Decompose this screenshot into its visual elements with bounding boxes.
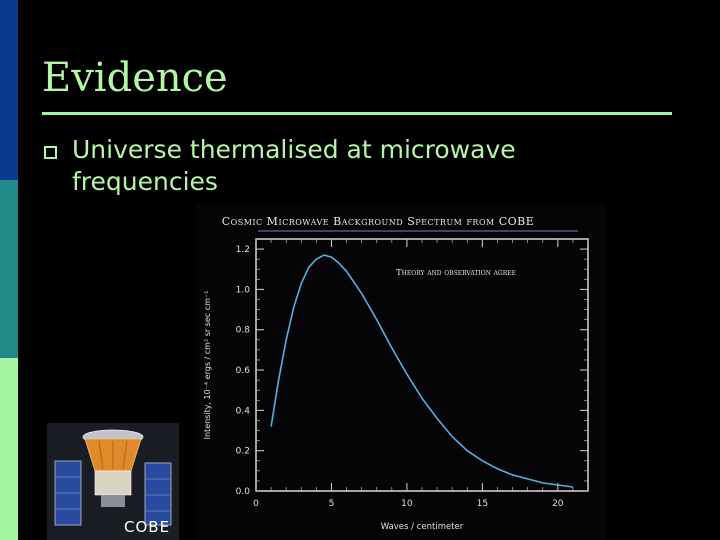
x-tick-label: 10 (401, 499, 413, 509)
solar-panel-right (144, 462, 172, 526)
cmb-spectrum-chart: Cosmic Microwave Background Spectrum fro… (196, 203, 606, 540)
decorative-stripe-top (0, 0, 18, 180)
decorative-stripe-bottom (0, 358, 18, 540)
x-axis-label: Waves / centimeter (381, 522, 464, 532)
y-axis-label: Intensity, 10⁻⁴ ergs / cm² sr sec cm⁻¹ (203, 291, 212, 440)
y-tick-label: 0.6 (236, 366, 251, 376)
chart-annotation: Theory and observation agree (396, 268, 516, 278)
x-tick-label: 20 (552, 499, 564, 509)
x-tick-label: 5 (329, 499, 335, 509)
image-caption: COBE (124, 518, 171, 536)
bullet-square-icon (44, 146, 57, 159)
satellite-body (82, 429, 144, 507)
title-divider (42, 112, 672, 115)
y-tick-label: 0.0 (236, 487, 251, 497)
y-tick-label: 1.0 (236, 285, 251, 295)
y-tick-label: 0.8 (236, 326, 251, 336)
y-tick-label: 1.2 (236, 245, 250, 255)
cobe-satellite-image (47, 423, 179, 540)
y-tick-label: 0.2 (236, 447, 250, 457)
bullet-text: Universe thermalised at microwave freque… (72, 135, 516, 196)
solar-panel-left (54, 460, 82, 526)
x-tick-label: 15 (477, 499, 488, 509)
x-tick-label: 0 (253, 499, 259, 509)
decorative-stripe-middle (0, 180, 18, 358)
y-tick-label: 0.4 (236, 406, 251, 416)
slide-title: Evidence (42, 55, 228, 101)
spectrum-curve (270, 254, 574, 488)
chart-title: Cosmic Microwave Background Spectrum fro… (222, 215, 535, 228)
